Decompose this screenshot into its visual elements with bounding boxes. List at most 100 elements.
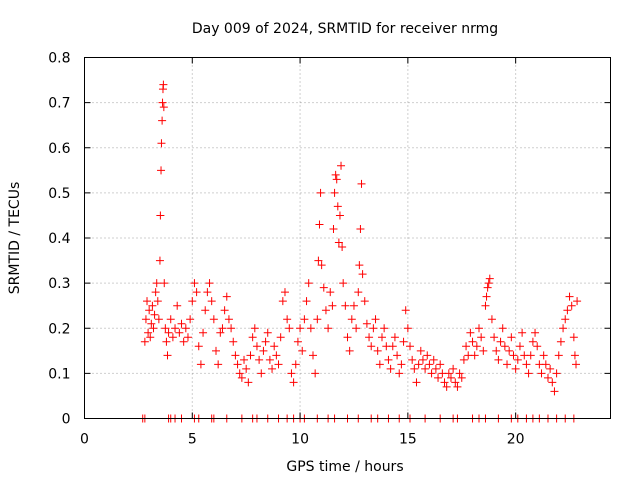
- data-point: [160, 279, 169, 288]
- data-point: [235, 369, 244, 378]
- data-point: [496, 337, 505, 346]
- data-point: [315, 220, 324, 229]
- y-tick-label: 0.5: [48, 186, 70, 202]
- data-point: [246, 351, 255, 360]
- data-point: [349, 301, 358, 310]
- data-point: [338, 243, 347, 252]
- y-tick-label: 0.3: [48, 276, 70, 292]
- data-point: [265, 355, 274, 364]
- data-point: [326, 288, 335, 297]
- data-point: [365, 333, 374, 342]
- data-point: [153, 297, 162, 306]
- data-point: [214, 360, 223, 369]
- data-point: [248, 333, 257, 342]
- data-point: [298, 346, 307, 355]
- data-point: [158, 98, 167, 107]
- data-point: [449, 364, 458, 373]
- data-point: [485, 274, 494, 283]
- data-point: [205, 279, 214, 288]
- data-point: [546, 364, 555, 373]
- data-point: [330, 188, 339, 197]
- data-point: [380, 324, 389, 333]
- data-point: [524, 369, 533, 378]
- data-point: [539, 351, 548, 360]
- data-point: [196, 360, 205, 369]
- data-point: [141, 315, 150, 324]
- data-point: [436, 360, 445, 369]
- x-tick-label: 15: [399, 432, 417, 448]
- data-point: [528, 337, 537, 346]
- data-point: [550, 387, 559, 396]
- data-point: [354, 288, 363, 297]
- data-point: [515, 342, 524, 351]
- data-point: [188, 297, 197, 306]
- data-point: [412, 378, 421, 387]
- data-point: [481, 301, 490, 310]
- y-axis-label: SRMTID / TECUs: [7, 182, 23, 295]
- data-point: [399, 337, 408, 346]
- data-point: [328, 301, 337, 310]
- data-point: [369, 324, 378, 333]
- data-point: [171, 324, 180, 333]
- data-point: [511, 364, 520, 373]
- data-point: [190, 279, 199, 288]
- data-point: [324, 324, 333, 333]
- data-point: [388, 342, 397, 351]
- data-point: [393, 351, 402, 360]
- data-point: [300, 315, 309, 324]
- data-point: [159, 103, 168, 112]
- data-point: [498, 324, 507, 333]
- y-tick-label: 0.7: [48, 96, 70, 112]
- data-point: [554, 351, 563, 360]
- data-point: [152, 279, 161, 288]
- data-point: [543, 373, 552, 382]
- data-point: [494, 355, 503, 364]
- data-point: [212, 346, 220, 355]
- data-point: [203, 288, 212, 297]
- data-point: [201, 306, 210, 315]
- data-point: [261, 337, 270, 346]
- data-point: [291, 360, 300, 369]
- data-point: [293, 337, 302, 346]
- data-point: [362, 319, 371, 328]
- data-point: [406, 342, 415, 351]
- x-tick-label: 5: [188, 432, 197, 448]
- data-point: [334, 238, 343, 247]
- data-point: [147, 319, 156, 328]
- y-tick-label: 0.6: [48, 141, 70, 157]
- data-point: [421, 364, 430, 373]
- data-point: [462, 342, 471, 351]
- data-point: [371, 315, 380, 324]
- x-tick-label: 10: [291, 432, 309, 448]
- y-tick-label: 0.1: [48, 366, 70, 382]
- data-point: [518, 328, 527, 337]
- data-point: [274, 360, 283, 369]
- data-point: [252, 342, 261, 351]
- data-point: [559, 324, 568, 333]
- data-point: [289, 378, 298, 387]
- data-point: [194, 342, 203, 351]
- data-point: [425, 360, 434, 369]
- data-point: [548, 378, 557, 387]
- data-point: [444, 369, 453, 378]
- data-point: [148, 301, 157, 310]
- data-point: [414, 360, 423, 369]
- data-point: [313, 315, 322, 324]
- data-point: [384, 355, 393, 364]
- data-point: [355, 261, 364, 270]
- data-point: [563, 306, 572, 315]
- data-point: [507, 333, 516, 342]
- data-point: [168, 333, 177, 342]
- data-point: [319, 283, 328, 292]
- data-point: [255, 355, 264, 364]
- data-point: [233, 360, 242, 369]
- data-point: [331, 170, 340, 179]
- data-point: [321, 306, 330, 315]
- data-point: [490, 333, 499, 342]
- data-point: [156, 211, 165, 220]
- data-point: [144, 328, 153, 337]
- data-point: [150, 310, 159, 319]
- data-point: [181, 324, 190, 333]
- data-point: [227, 324, 236, 333]
- data-point: [177, 319, 186, 328]
